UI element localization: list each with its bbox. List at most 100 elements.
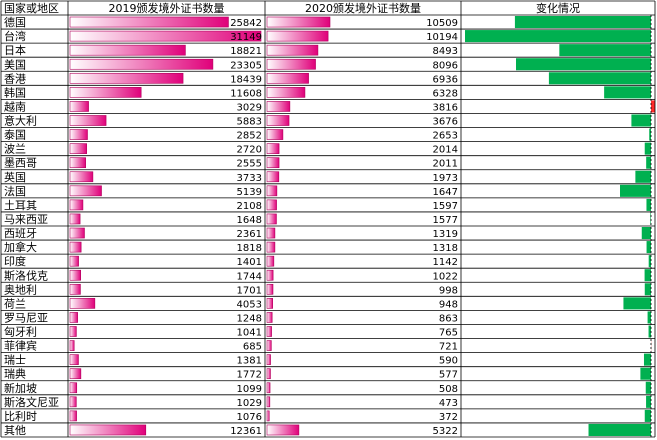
bar-2020 [266,87,306,98]
bar-2019 [69,241,82,253]
bar-2019 [69,72,184,84]
change-bar-decrease [650,212,651,225]
bar-2019 [69,213,81,225]
table-row: 法国 5139 1647 [4,184,651,198]
change-bar-increase [651,100,655,113]
bar-2019 [69,283,81,295]
change-bar-decrease [645,381,651,394]
bar-2019 [69,16,229,28]
row-label: 罗马尼亚 [4,311,48,324]
row-label: 马来西亚 [4,213,48,226]
value-2019: 1701 [237,285,262,296]
bar-2019 [69,157,86,169]
table-row: 泰国 2852 2653 [4,128,651,142]
bar-2020 [266,213,277,225]
table-row: 日本 18821 8493 [4,43,651,57]
value-2020: 590 [439,356,458,367]
row-label: 瑞士 [4,353,26,367]
row-label: 德国 [4,15,26,29]
value-2020: 6936 [433,74,458,85]
value-2020: 3816 [433,102,458,113]
value-2019: 1818 [237,243,262,254]
row-label: 美国 [4,58,26,71]
bar-2019 [69,227,85,239]
value-2020: 372 [439,412,458,423]
bar-2019 [69,199,84,211]
bar-2019 [69,58,214,70]
change-bar-decrease [646,156,651,169]
value-2020: 577 [439,370,458,381]
table-row: 台湾 31149 10194 [4,29,651,43]
value-2020: 1142 [433,257,458,268]
table-row: 其他 12361 5322 [4,423,651,437]
value-2019: 1248 [237,313,262,324]
row-label: 香港 [4,72,26,85]
value-2020: 10194 [426,32,458,43]
row-label: 比利时 [4,410,37,423]
value-2019: 4053 [237,299,262,310]
change-bar-decrease [644,269,651,282]
bar-2020 [266,340,272,351]
bar-2019 [69,340,75,351]
bar-2020 [266,298,273,309]
row-label: 其他 [4,424,26,437]
table-row: 比利时 1076 372 [4,409,651,423]
bar-2019 [69,129,88,140]
value-2020: 10509 [426,18,458,29]
change-bar-decrease [641,227,651,240]
value-2020: 3676 [433,117,458,128]
value-2019: 2108 [237,201,262,212]
table-row: 英国 3733 1973 [4,170,651,184]
column-header: 变化情况 [536,1,580,15]
value-2020: 1319 [433,229,458,240]
change-bar-decrease [465,30,651,43]
value-2020: 1973 [433,173,458,184]
value-2019: 11608 [230,88,262,99]
change-bar-decrease [646,241,651,254]
table-row: 德国 25842 10509 [4,15,651,29]
bar-2020 [266,58,316,70]
bar-2019 [69,115,107,126]
table-row: 西班牙 2361 1319 [4,227,651,240]
value-2019: 12361 [230,426,262,437]
bar-2019 [69,396,77,408]
value-2020: 948 [439,299,458,310]
value-2019: 3029 [237,102,262,113]
row-label: 韩国 [4,85,26,99]
value-2019: 1401 [237,257,262,268]
table-row: 奥地利 1701 998 [4,282,651,296]
value-2019: 2361 [237,229,262,240]
change-bar-decrease [646,198,651,211]
value-2020: 1318 [433,243,458,254]
bar-2020 [266,255,275,267]
bar-2019 [69,30,262,42]
row-label: 斯洛文尼亚 [4,395,59,409]
bar-2020 [266,115,290,126]
bar-2019 [69,312,78,323]
bar-2020 [266,312,273,323]
bar-2020 [266,72,309,84]
bar-2019 [69,298,96,309]
table-row: 斯洛文尼亚 1029 473 [4,395,651,409]
value-2020: 998 [439,285,458,296]
value-2019: 1648 [237,215,262,226]
bar-2019 [69,171,94,183]
row-label: 加拿大 [4,240,37,254]
bar-2020 [266,30,329,42]
table-row: 墨西哥 2555 2011 [4,156,651,170]
bar-2020 [266,241,276,253]
value-2019: 1772 [237,370,262,381]
table-row: 波兰 2720 2014 [4,142,651,156]
bar-2019 [69,255,79,267]
change-bar-decrease [644,283,651,296]
row-label: 日本 [4,43,26,57]
bar-2019 [69,87,142,98]
bar-2019 [69,269,81,281]
table-row: 意大利 5883 3676 [4,114,651,128]
value-2019: 1041 [237,328,262,339]
value-2020: 473 [439,398,458,409]
table-row: 荷兰 4053 948 [4,297,651,310]
row-label: 台湾 [4,29,26,43]
bar-2019 [69,326,77,337]
column-header: 2020颁发境外证书数量 [305,1,421,15]
